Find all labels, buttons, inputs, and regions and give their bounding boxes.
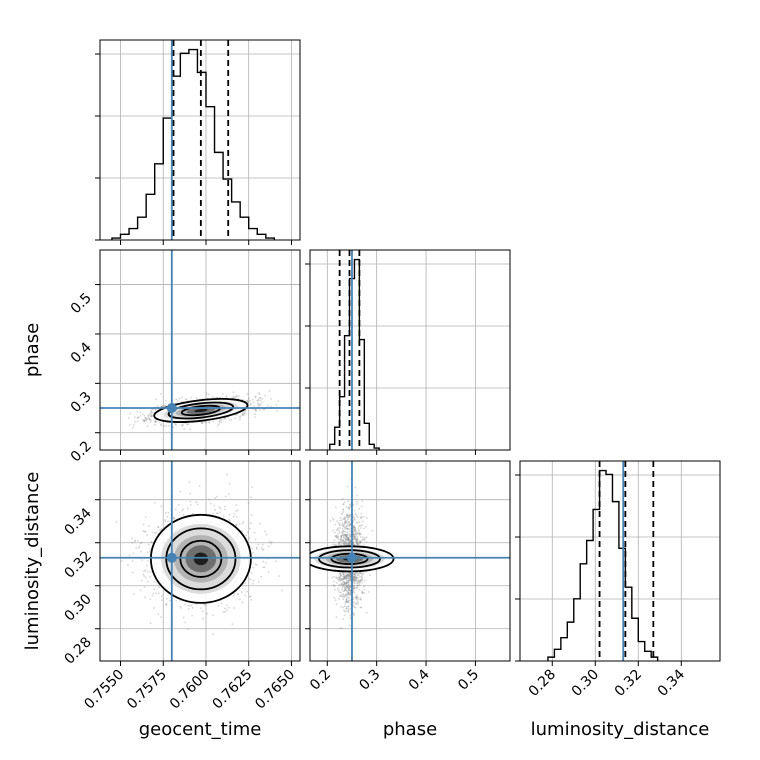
truth-marker [346, 552, 357, 563]
contour-line [165, 527, 237, 591]
y-tick-label: 0.4 [68, 339, 95, 366]
x-tick-label: 0.7550 [81, 667, 127, 713]
y-tick-label: 0.5 [68, 290, 95, 317]
y-axis-label-luminosity-distance: luminosity_distance [22, 472, 43, 651]
y-tick-label: 0.2 [68, 438, 95, 465]
x-tick-label: 0.5 [455, 667, 482, 694]
y-axis-label-phase: phase [22, 323, 43, 377]
density-fill [149, 513, 253, 605]
x-axis-label-geocent-time: geocent_time [139, 719, 262, 740]
y-tick-label: 0.32 [61, 548, 94, 581]
contour-line [167, 401, 235, 420]
panel-frame [309, 249, 511, 451]
histogram-geocent_time [95, 39, 301, 245]
contour-line [153, 398, 249, 423]
x-tick-label: 0.32 [612, 667, 645, 700]
scatter-geocent_time-phase: 0.2 0.3 0.4 0.5 [68, 249, 301, 465]
x-tick-label: 0.3 [356, 667, 383, 694]
x-tick-label: 0.2 [307, 667, 334, 694]
panel-frame [99, 460, 301, 662]
truth-marker [166, 403, 177, 414]
contour-line [179, 539, 223, 578]
panel-frame [519, 460, 721, 662]
x-tick-label: 0.34 [655, 666, 688, 699]
y-tick-label: 0.3 [68, 389, 95, 416]
x-axis-label-phase: phase [383, 719, 437, 740]
y-tick-label: 0.28 [61, 634, 94, 667]
x-tick-label: 0.7650 [252, 667, 298, 713]
contour-line [310, 545, 395, 573]
panel-frame [99, 249, 301, 451]
truth-marker [166, 552, 177, 563]
panel-frame [99, 39, 301, 241]
contour-line [149, 513, 252, 604]
histogram-phase [305, 249, 511, 455]
y-tick-label: 0.34 [61, 505, 94, 538]
x-tick-label: 0.7575 [124, 667, 170, 713]
histogram-step [111, 48, 276, 240]
y-tick-label: 0.30 [61, 591, 94, 624]
histogram-step [329, 258, 380, 450]
x-tick-label: 0.4 [406, 666, 433, 693]
x-tick-label: 0.28 [526, 667, 559, 700]
scatter-phase-luminosity_distance: 0.2 0.3 0.4 0.5 [305, 460, 511, 694]
histogram-step [547, 469, 659, 661]
panel-frame [309, 460, 511, 662]
x-axis-label-luminosity-distance: luminosity_distance [531, 719, 710, 740]
x-tick-label: 0.30 [569, 667, 602, 700]
contour-line [318, 549, 381, 569]
x-tick-label: 0.7600 [167, 667, 213, 713]
x-tick-label: 0.7625 [210, 667, 256, 713]
histogram-luminosity_distance: 0.28 0.30 0.32 0.34 [515, 460, 721, 700]
